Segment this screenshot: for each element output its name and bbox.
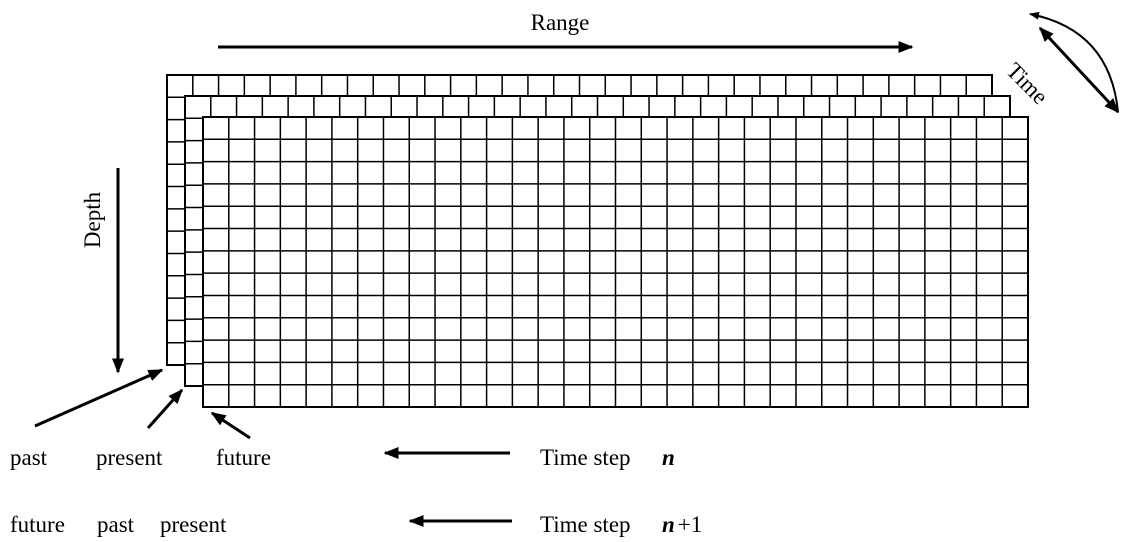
step: Time step [540,445,631,470]
time-curve [1029,11,1119,113]
word: future [10,512,65,537]
time-arrow [1038,26,1120,114]
depth-label: Depth [80,191,105,248]
word: future [216,445,271,470]
range-label: Range [531,10,590,35]
row: future past present Time step n +1 [10,512,702,537]
grids [166,74,1029,408]
grid-lines [203,117,1028,407]
word: present [96,445,163,470]
step: Time step [540,512,631,537]
suffix: +1 [678,512,702,537]
row: past present future Time step n [10,445,675,470]
var: n [662,445,675,470]
word: past [10,445,48,470]
future-pointer [210,411,251,440]
var: n +1 [662,512,702,537]
word: past [97,512,135,537]
present-pointer [146,388,184,430]
past-pointer [34,368,164,428]
word: present [160,512,227,537]
var: n [662,512,675,537]
